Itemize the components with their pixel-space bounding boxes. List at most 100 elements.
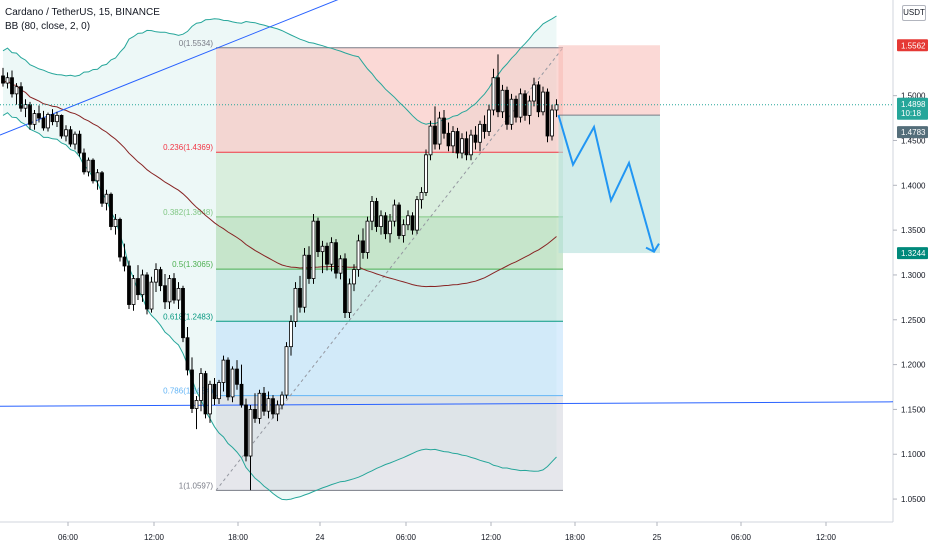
- candle-body: [1, 75, 5, 84]
- candle-body: [320, 245, 325, 253]
- fib-level-label: 0.5(1.3065): [172, 260, 213, 269]
- candle-body: [104, 193, 109, 204]
- candle-body: [208, 383, 212, 415]
- currency-button[interactable]: USDT: [902, 5, 926, 21]
- candle-body: [374, 201, 379, 227]
- candle-body: [311, 220, 316, 279]
- candle-body: [50, 114, 55, 123]
- candle-body: [361, 240, 365, 253]
- candle-body: [433, 125, 437, 145]
- x-tick-label: 24: [316, 533, 325, 542]
- x-tick-label: 12:00: [144, 533, 165, 542]
- candle-body: [68, 129, 73, 145]
- candle-body: [185, 337, 190, 371]
- candle-body: [37, 113, 41, 119]
- candle-body: [550, 109, 554, 137]
- candle-body: [32, 113, 37, 125]
- candle-body: [451, 131, 455, 147]
- candle-body: [487, 109, 491, 132]
- bollinger-basis: [2, 79, 557, 288]
- candle-body: [442, 117, 446, 134]
- candle-body: [307, 254, 311, 279]
- candle-body: [289, 321, 293, 348]
- x-tick-label: 25: [653, 533, 662, 542]
- fib-zone: [216, 152, 563, 217]
- candle-body: [41, 117, 46, 129]
- candle-body: [266, 398, 271, 412]
- candle-body: [478, 123, 482, 143]
- x-tick-label: 18:00: [565, 533, 586, 542]
- candle-body: [383, 215, 388, 235]
- y-tick-label: 1.4500: [901, 136, 926, 145]
- candle-body: [217, 382, 221, 400]
- candle-body: [113, 218, 118, 227]
- candle-body: [100, 172, 104, 204]
- candle-body: [541, 91, 545, 113]
- candle-body: [482, 123, 487, 132]
- candle-body: [248, 409, 253, 457]
- candle-body: [428, 125, 433, 156]
- indicator-legend[interactable]: BB (80, close, 2, 0): [5, 21, 91, 32]
- take-profit-zone: [558, 115, 660, 254]
- candle-body: [329, 242, 334, 265]
- candle-body: [302, 254, 307, 308]
- stop-price-badge: [897, 39, 928, 52]
- candle-body: [59, 114, 64, 137]
- candle-body: [257, 392, 262, 419]
- symbol-title[interactable]: Cardano / TetherUS, 15, BINANCE: [5, 7, 160, 18]
- y-tick-label: 1.2500: [901, 316, 926, 325]
- candle-body: [95, 172, 100, 182]
- candle-body: [158, 269, 163, 287]
- candle-body: [352, 269, 356, 285]
- candle-body: [109, 193, 113, 227]
- candle-body: [14, 86, 19, 95]
- candle-body: [23, 104, 28, 109]
- y-tick-label: 1.1000: [901, 450, 926, 459]
- candle-body: [338, 258, 343, 274]
- x-tick-label: 18:00: [228, 533, 249, 542]
- candle-body: [388, 220, 392, 235]
- candle-body: [505, 89, 509, 125]
- horizontal-trendline: [0, 401, 894, 407]
- fib-zone: [216, 269, 563, 322]
- candle-body: [514, 98, 518, 118]
- candle-body: [365, 220, 370, 253]
- candle-body: [163, 285, 167, 303]
- candle-body: [284, 346, 289, 396]
- candle-body: [230, 368, 235, 398]
- candle-body: [545, 91, 550, 137]
- candle-body: [140, 274, 145, 296]
- candle-body: [419, 192, 424, 201]
- candle-body: [10, 77, 14, 95]
- candle-body: [379, 215, 383, 227]
- candle-body: [397, 204, 401, 236]
- x-tick-label: 06:00: [396, 533, 417, 542]
- candle-body: [5, 77, 10, 84]
- stop-price-label: 1.5562: [901, 41, 926, 50]
- candle-body: [82, 152, 86, 173]
- candle-body: [55, 114, 59, 123]
- candle-body: [194, 400, 199, 409]
- y-tick-label: 1.5000: [901, 92, 926, 101]
- candle-body: [221, 359, 226, 383]
- x-tick-label: 12:00: [816, 533, 837, 542]
- candle-body: [167, 278, 172, 303]
- entry-price-label: 1.4783: [901, 128, 926, 137]
- candle-body: [131, 278, 136, 305]
- fib-level-label: 0.786(1.1654): [163, 387, 213, 396]
- candle-body: [415, 199, 419, 231]
- candle-body: [46, 114, 50, 129]
- entry-price-badge: [897, 126, 928, 139]
- candle-body: [554, 104, 559, 111]
- candle-body: [77, 133, 82, 154]
- y-tick-label: 1.3500: [901, 226, 926, 235]
- candle-body: [239, 383, 244, 406]
- candle-body: [235, 368, 239, 385]
- candle-body: [424, 154, 428, 193]
- candle-body: [91, 159, 95, 182]
- candle-body: [176, 287, 181, 301]
- candle-body: [455, 131, 460, 154]
- candle-body: [532, 84, 536, 102]
